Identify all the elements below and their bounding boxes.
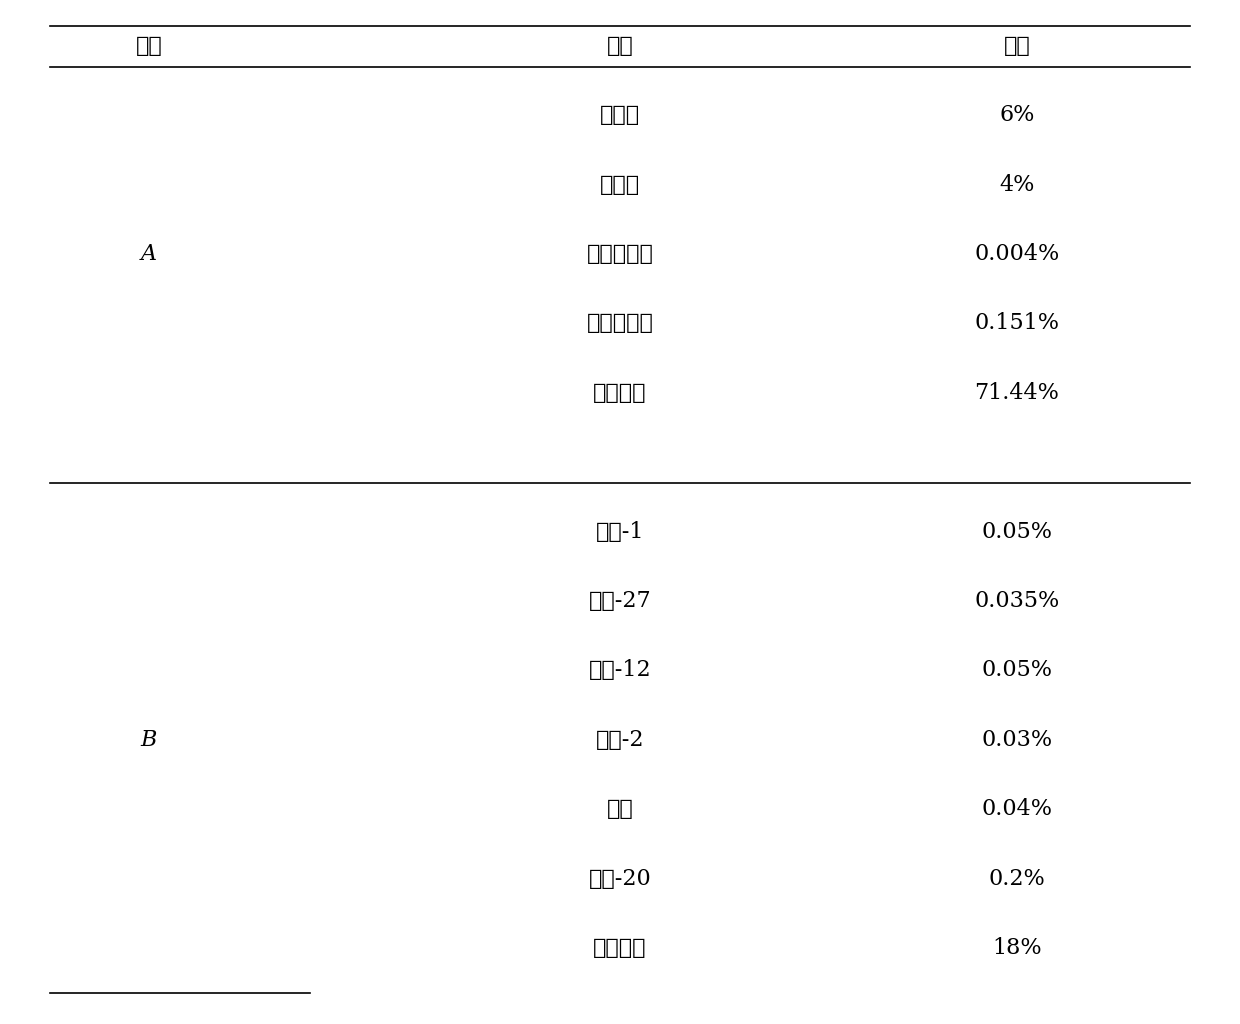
Text: 0.03%: 0.03% xyxy=(981,729,1053,751)
Text: B: B xyxy=(140,729,157,751)
Text: 0.04%: 0.04% xyxy=(981,798,1053,820)
Text: 磷酸氢二钠: 磷酸氢二钠 xyxy=(587,243,653,265)
Text: 注射用水: 注射用水 xyxy=(593,937,647,959)
Text: 名称: 名称 xyxy=(606,35,634,57)
Text: 71.44%: 71.44% xyxy=(975,382,1059,403)
Text: 0.05%: 0.05% xyxy=(981,659,1053,681)
Text: 六肽-2: 六肽-2 xyxy=(595,729,645,751)
Text: 0.151%: 0.151% xyxy=(975,312,1059,335)
Text: 九肽-1: 九肽-1 xyxy=(595,520,645,543)
Text: 注射用水: 注射用水 xyxy=(593,382,647,403)
Text: 4%: 4% xyxy=(999,173,1034,196)
Text: 0.035%: 0.035% xyxy=(975,590,1059,612)
Text: 0.004%: 0.004% xyxy=(975,243,1059,265)
Text: A: A xyxy=(140,243,157,265)
Text: 磷酸二氢钠: 磷酸二氢钠 xyxy=(587,312,653,335)
Text: 18%: 18% xyxy=(992,937,1042,959)
Text: 甘露醇: 甘露醇 xyxy=(600,104,640,126)
Text: 吐温-20: 吐温-20 xyxy=(589,867,651,890)
Text: 6%: 6% xyxy=(999,104,1034,126)
Text: 编号: 编号 xyxy=(135,35,162,57)
Text: 含量: 含量 xyxy=(1003,35,1030,57)
Text: 海藻糖: 海藻糖 xyxy=(600,173,640,196)
Text: 0.2%: 0.2% xyxy=(988,867,1045,890)
Text: 四肽-27: 四肽-27 xyxy=(589,590,651,612)
Text: 肌肽: 肌肽 xyxy=(606,798,634,820)
Text: 0.05%: 0.05% xyxy=(981,520,1053,543)
Text: 十肽-12: 十肽-12 xyxy=(589,659,651,681)
